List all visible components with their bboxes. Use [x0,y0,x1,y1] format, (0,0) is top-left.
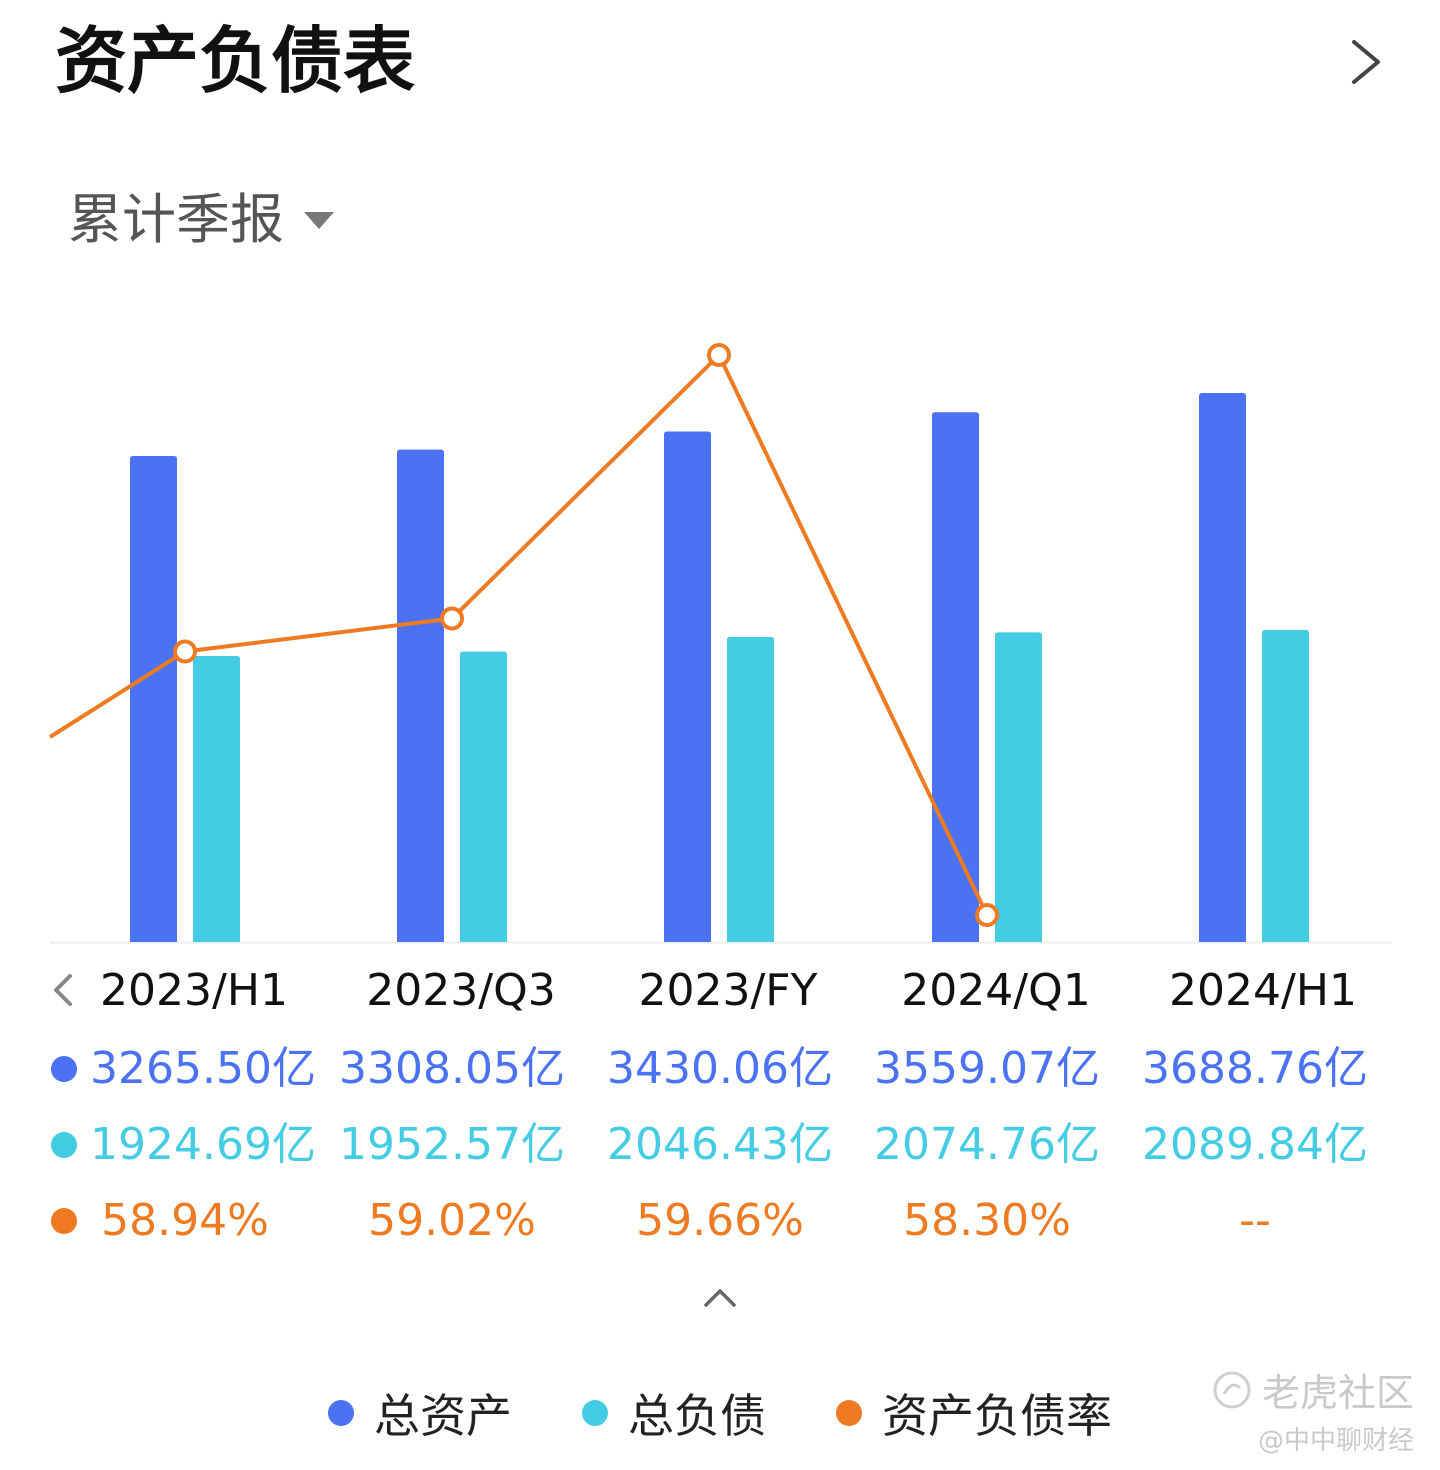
series-line-ratio [48,353,989,916]
bar-assets [932,412,979,942]
value-liabilities: 2089.84亿 [1142,1119,1368,1170]
point-ratio [173,639,197,664]
value-liabilities: 1924.69亿 [90,1119,316,1170]
chart-legend: 总资产 总负债 资产负债率 [0,1380,1440,1446]
caret-down-icon [304,212,334,230]
watermark-author: @中中聊财经 [1258,1426,1415,1456]
bar-liabilities [460,651,507,942]
chevron-right-icon[interactable] [1344,38,1388,86]
point-ratio [707,343,731,367]
legend-item-liabilities[interactable]: 总负债 [582,1380,766,1446]
bar-liabilities [995,632,1042,942]
period-label: 2023/H1 [100,965,288,1016]
value-assets: 3688.76亿 [1142,1043,1368,1094]
value-ratio: 58.30% [903,1195,1071,1246]
period-selector[interactable]: 累计季报 [68,188,336,253]
legend-label-assets: 总资产 [374,1389,512,1443]
period-label: 2023/FY [638,965,818,1016]
value-liabilities: 1952.57亿 [339,1119,565,1170]
legend-dot-assets [328,1400,354,1426]
value-liabilities: 2046.43亿 [607,1119,833,1170]
bar-assets [130,456,177,942]
point-ratio [975,903,999,927]
tiger-logo-icon [1213,1371,1251,1408]
dot-liabilities [51,1132,77,1158]
bar-assets [397,449,444,942]
legend-item-assets[interactable]: 总资产 [328,1380,512,1446]
value-ratio: 58.94% [101,1195,269,1246]
period-selector-label: 累计季报 [68,188,284,251]
bar-liabilities [1262,630,1309,942]
legend-label-ratio: 资产负债率 [882,1389,1112,1443]
value-assets: 3559.07亿 [874,1043,1100,1094]
legend-dot-liabilities [582,1400,608,1426]
watermark-brand: 老虎社区 [1212,1362,1414,1417]
value-ratio: 59.66% [636,1195,804,1246]
page-title: 资产负债表 [55,19,416,103]
period-label: 2024/Q1 [901,965,1091,1016]
legend-dot-ratio [836,1400,862,1426]
bar-assets [664,431,711,942]
value-liabilities: 2074.76亿 [874,1119,1100,1170]
legend-item-ratio[interactable]: 资产负债率 [836,1380,1112,1446]
value-assets: 3430.06亿 [607,1043,833,1094]
dot-assets [51,1056,77,1082]
legend-label-liabilities: 总负债 [628,1389,766,1443]
value-ratio: -- [1239,1195,1271,1246]
collapse-chevron-icon[interactable] [702,1285,738,1309]
period-label: 2024/H1 [1169,965,1357,1016]
chevron-left-icon[interactable] [46,970,80,1010]
watermark-brand-text: 老虎社区 [1262,1371,1415,1415]
bar-liabilities [727,636,774,942]
dot-ratio [51,1208,77,1234]
balance-sheet-chart [48,343,1392,944]
period-label: 2023/Q3 [366,965,556,1016]
point-ratio [440,606,464,631]
value-assets: 3265.50亿 [90,1043,316,1094]
bar-liabilities [193,656,240,942]
value-assets: 3308.05亿 [339,1043,565,1094]
bar-assets [1199,393,1246,942]
value-ratio: 59.02% [368,1195,536,1246]
